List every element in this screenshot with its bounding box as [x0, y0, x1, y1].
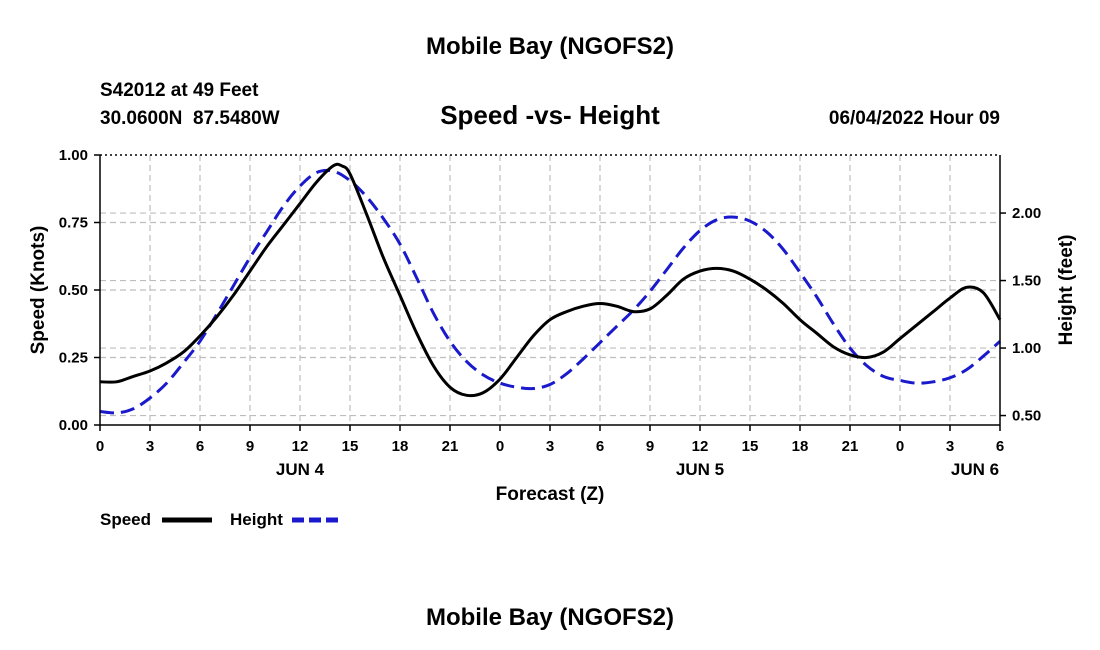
- y-tick-label: 0.75: [59, 215, 88, 232]
- timestamp-label: 06/04/2022 Hour 09: [829, 108, 1000, 129]
- x-day-label: JUN 4: [276, 460, 325, 479]
- y2-tick-label: 1.00: [1012, 340, 1041, 357]
- x-tick-label: 0: [96, 438, 104, 455]
- x-tick-label: 15: [342, 438, 359, 455]
- series-line-speed: [99, 162, 1002, 398]
- chart-title: Mobile Bay (NGOFS2): [426, 33, 674, 60]
- x-tick-label: 21: [442, 438, 459, 455]
- x-day-label: JUN 5: [676, 460, 724, 479]
- x-tick-label: 0: [896, 438, 904, 455]
- x-tick-label: 3: [946, 438, 954, 455]
- y-tick-label: 0.25: [59, 350, 88, 367]
- y2-axis-label: Height (feet): [1056, 235, 1077, 346]
- x-tick-label: 18: [392, 438, 409, 455]
- x-tick-label: 12: [292, 438, 309, 455]
- footer-title: Mobile Bay (NGOFS2): [426, 604, 674, 631]
- y2-tick-label: 0.50: [1012, 408, 1041, 425]
- x-tick-label: 3: [546, 438, 554, 455]
- x-tick-label: 9: [246, 438, 254, 455]
- x-day-label: JUN 6: [951, 460, 999, 479]
- axis-ticks: 0 3 6 9 12 15 18 21 0 3 6 9 12 15 18 21 0 3 6 JUN 4 JUN 5 JUN…: [59, 147, 1041, 479]
- legend: Speed Height: [100, 510, 342, 529]
- series-lines: [99, 162, 1002, 415]
- y-tick-label: 0.00: [59, 417, 88, 434]
- x-tick-label: 12: [692, 438, 709, 455]
- x-axis-label: Forecast (Z): [496, 484, 605, 505]
- legend-label-speed: Speed: [100, 510, 151, 529]
- x-tick-label: 9: [646, 438, 654, 455]
- station-label: S42012 at 49 Feet: [100, 80, 259, 101]
- y2-tick-label: 1.50: [1012, 273, 1041, 290]
- chart-subtitle: Speed -vs- Height: [440, 100, 660, 130]
- x-tick-label: 6: [596, 438, 604, 455]
- y-axis-label: Speed (Knots): [28, 226, 49, 355]
- y-tick-label: 0.50: [59, 282, 88, 299]
- y2-tick-label: 2.00: [1012, 205, 1041, 222]
- x-tick-label: 21: [842, 438, 859, 455]
- legend-label-height: Height: [230, 510, 283, 529]
- x-tick-label: 3: [146, 438, 154, 455]
- x-tick-label: 18: [792, 438, 809, 455]
- x-tick-label: 6: [196, 438, 204, 455]
- series-line-height: [99, 168, 1001, 415]
- x-tick-label: 6: [996, 438, 1004, 455]
- coords-label: 30.0600N 87.5480W: [100, 108, 280, 129]
- x-tick-label: 15: [742, 438, 759, 455]
- x-tick-label: 0: [496, 438, 504, 455]
- y-tick-label: 1.00: [59, 147, 88, 164]
